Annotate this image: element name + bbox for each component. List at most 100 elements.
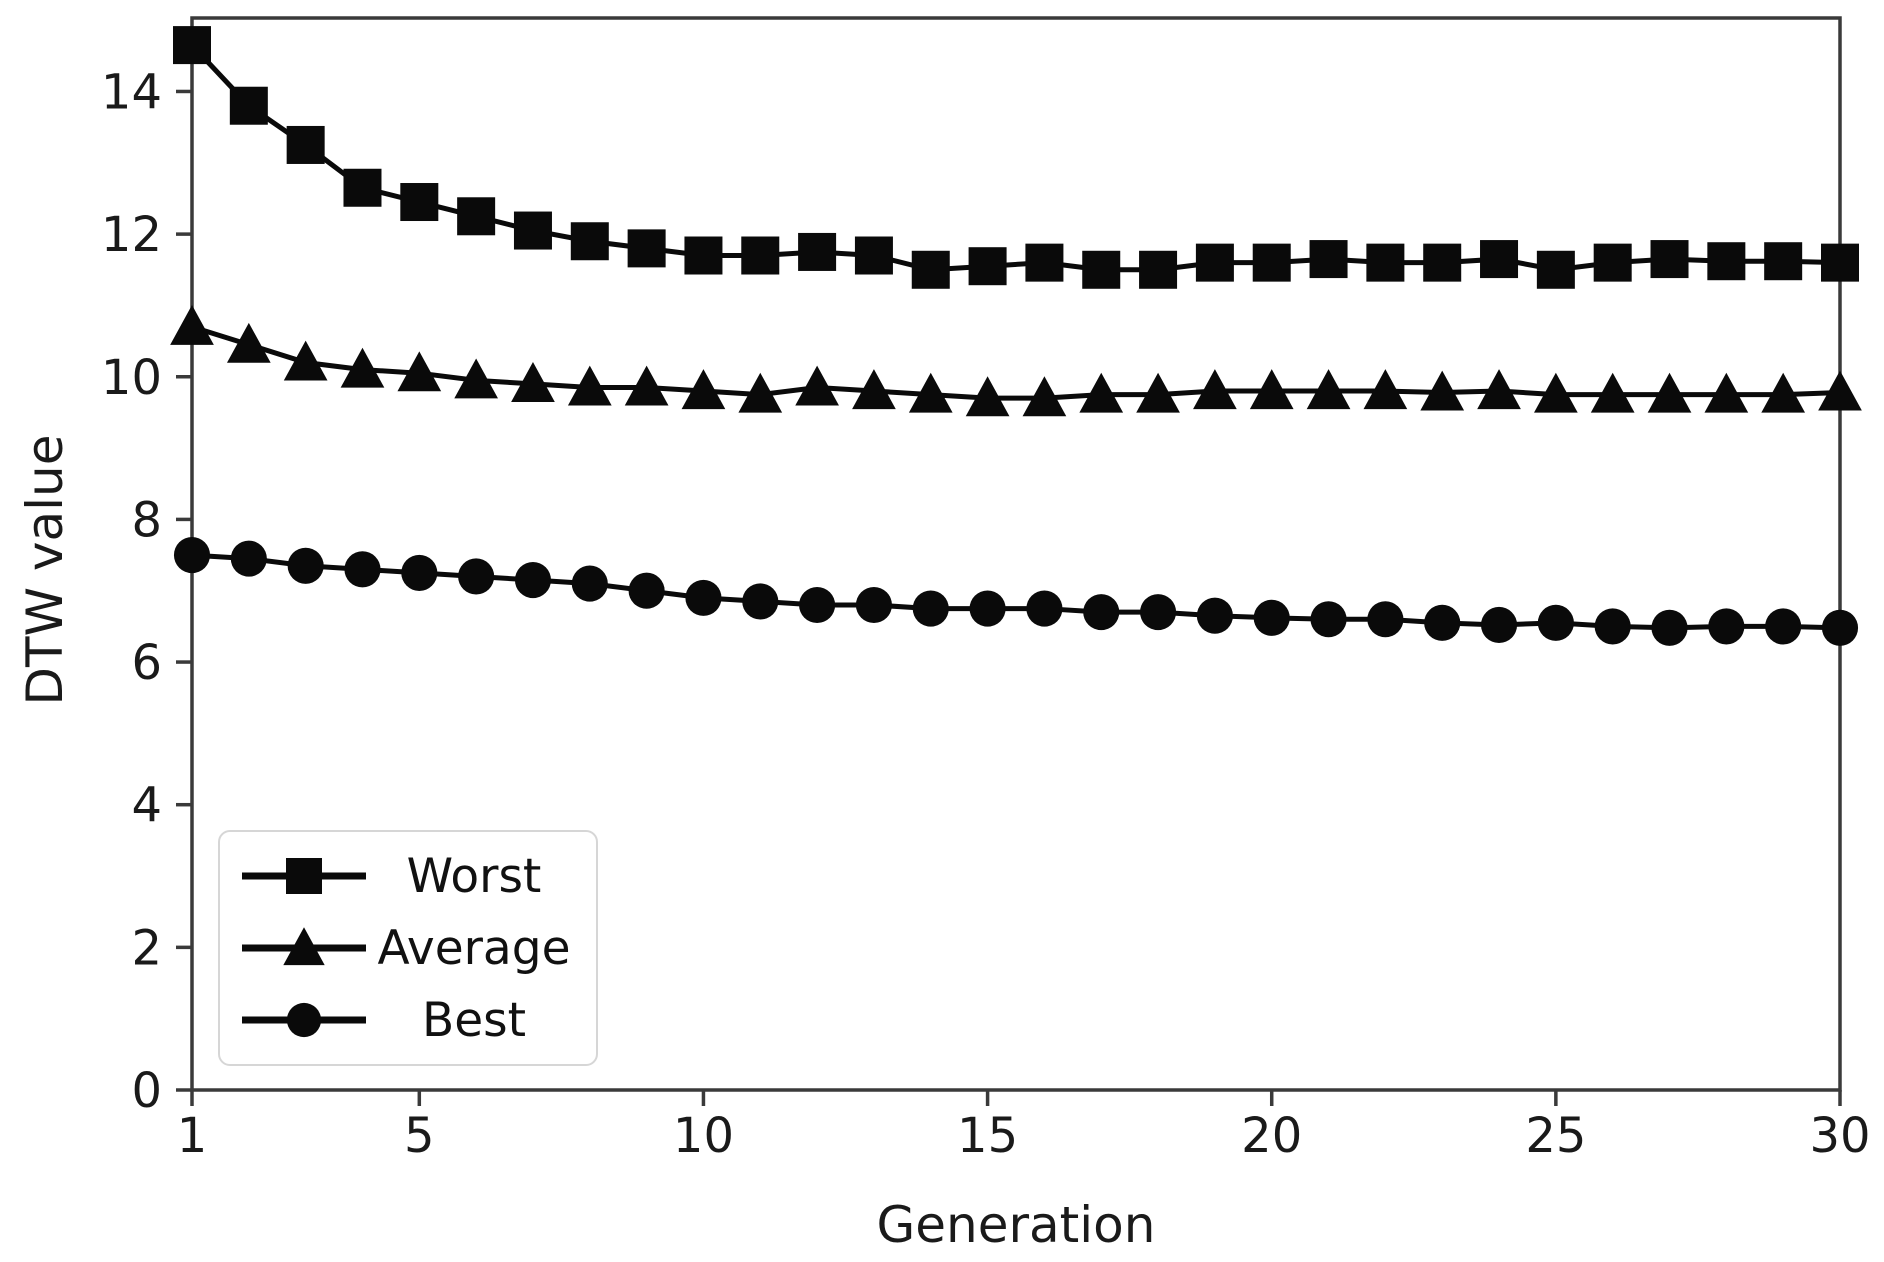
legend: Worst Average Best [218, 830, 598, 1066]
x-tick-label: 5 [404, 1108, 435, 1164]
data-point-worst [1025, 243, 1064, 282]
data-point-best [1310, 601, 1347, 638]
data-point-average [1249, 369, 1294, 410]
data-point-best [401, 554, 438, 591]
data-point-average [1136, 372, 1180, 413]
data-point-average [795, 365, 839, 406]
circle-marker-icon [242, 1002, 366, 1038]
data-point-best [912, 590, 949, 627]
data-point-average [852, 369, 896, 410]
data-point-best [1083, 594, 1120, 631]
series-average-line [191, 324, 1841, 401]
x-tick-label: 20 [1241, 1108, 1302, 1164]
data-point-worst [343, 168, 382, 207]
data-point-worst [1309, 240, 1348, 279]
data-point-best [742, 583, 779, 620]
data-point-average [511, 362, 555, 402]
x-tick-label: 10 [673, 1108, 734, 1164]
data-point-average [1647, 372, 1692, 413]
data-point-average [567, 365, 612, 406]
data-point-best [1140, 594, 1177, 631]
data-point-best [1651, 609, 1688, 646]
data-point-average [1420, 370, 1465, 411]
x-tick-label: 15 [957, 1108, 1018, 1164]
data-point-best [1026, 590, 1063, 627]
data-point-average [170, 304, 214, 345]
data-point-average [340, 347, 385, 388]
data-point-average [908, 372, 953, 413]
data-point-worst [570, 222, 609, 261]
x-axis-label: Generation [876, 1196, 1156, 1254]
data-point-best [1537, 604, 1574, 641]
data-point-best [1480, 606, 1518, 644]
legend-label-best: Best [421, 992, 527, 1048]
data-point-worst [1821, 243, 1859, 282]
data-point-worst [457, 197, 496, 236]
data-point-worst [1480, 240, 1519, 279]
data-point-worst [741, 236, 780, 275]
legend-label-worst: Worst [406, 848, 542, 904]
data-point-best [799, 586, 836, 624]
data-point-best [1253, 599, 1290, 636]
data-point-average [283, 340, 328, 381]
data-point-average [624, 365, 669, 406]
data-point-average [1590, 372, 1635, 413]
y-tick-label: 2 [131, 920, 162, 976]
data-point-best [230, 540, 267, 577]
legend-sample-marker [286, 1002, 322, 1038]
data-point-worst [854, 236, 893, 275]
data-point-average [1761, 372, 1806, 413]
y-tick-label: 4 [131, 778, 162, 834]
data-point-worst [911, 250, 950, 289]
data-point-worst [1650, 240, 1689, 279]
data-point-average [1704, 372, 1749, 413]
legend-entry-best: Best [238, 991, 578, 1049]
data-point-average [454, 358, 498, 399]
data-point-worst [1082, 250, 1121, 289]
data-point-best [855, 586, 892, 624]
data-point-worst [173, 26, 211, 65]
series-worst-line [190, 43, 1841, 273]
y-tick-label: 14 [101, 64, 162, 120]
data-point-best [1821, 609, 1859, 646]
data-point-best [1367, 601, 1404, 638]
data-point-average [1477, 369, 1521, 410]
data-point-average [738, 372, 783, 413]
data-point-best [344, 551, 381, 588]
data-point-worst [798, 232, 837, 271]
legend-entry-average: Average [238, 919, 578, 977]
data-point-worst [513, 211, 552, 250]
data-point-worst [627, 229, 666, 268]
data-point-best [1424, 604, 1461, 641]
data-point-worst [1536, 250, 1575, 289]
data-point-best [685, 579, 722, 616]
x-tick-label: 25 [1525, 1108, 1586, 1164]
data-point-worst [229, 86, 268, 125]
data-point-worst [1423, 243, 1462, 282]
data-point-worst [1252, 243, 1291, 282]
square-marker-icon [242, 858, 366, 894]
data-point-average [681, 369, 726, 410]
data-point-best [571, 565, 608, 602]
y-axis-label: DTW value [16, 434, 74, 706]
triangle-marker-icon [242, 927, 366, 966]
data-point-worst [286, 125, 325, 164]
data-point-worst [1593, 243, 1632, 282]
data-point-average [965, 376, 1010, 417]
data-point-average [1079, 372, 1124, 413]
data-point-best [969, 590, 1006, 627]
data-point-average [1022, 376, 1067, 417]
legend-label-average: Average [377, 920, 571, 976]
data-point-best [628, 572, 665, 609]
data-point-best [1708, 608, 1745, 645]
data-point-worst [1366, 243, 1405, 282]
data-point-worst [968, 247, 1007, 286]
data-point-average [1193, 369, 1237, 410]
data-point-average [226, 322, 271, 363]
data-point-worst [1707, 242, 1746, 281]
legend-sample-marker [283, 927, 325, 966]
y-tick-label: 6 [131, 635, 162, 691]
data-point-worst [400, 183, 439, 222]
data-point-worst [1139, 250, 1178, 289]
